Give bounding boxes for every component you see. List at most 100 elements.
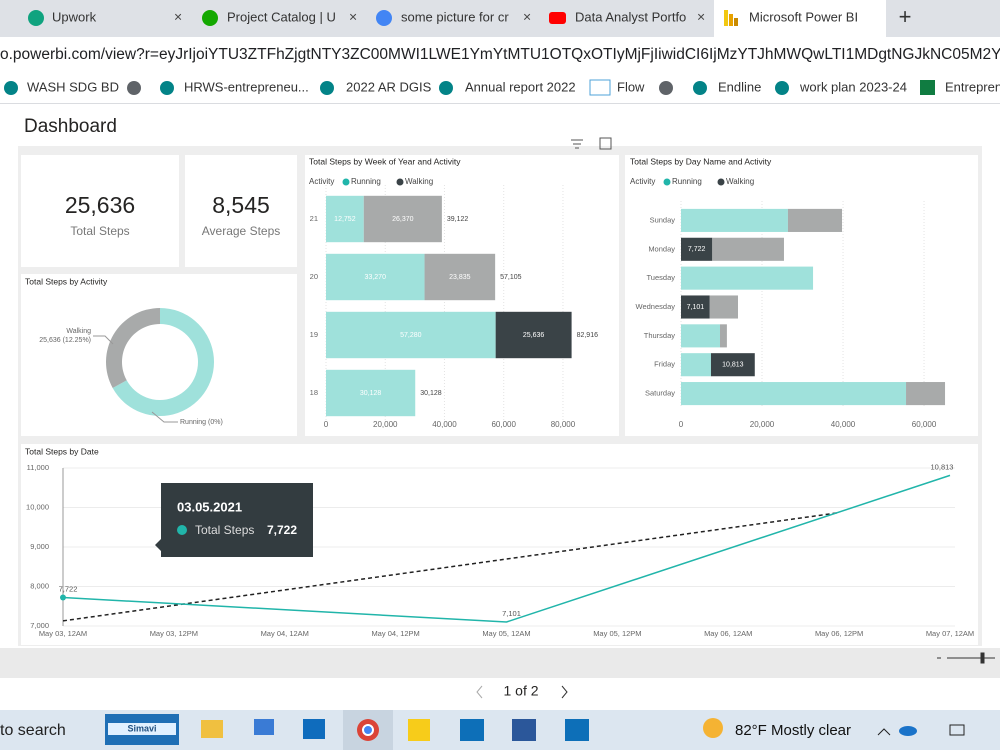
bookmark[interactable]: 2022 AR DGIS [346,79,432,94]
bookmark[interactable]: Flow [617,79,645,94]
tab-close[interactable]: × [523,9,531,25]
total-label: 39,122 [447,216,469,223]
total-label: 82,916 [577,332,599,339]
x-tick-label: 20,000 [373,420,398,429]
visual-header-icons[interactable] [571,137,612,150]
y-tick-label: 11,000 [27,463,49,472]
tab-close[interactable]: × [697,9,705,25]
prev-page[interactable] [476,685,483,699]
bar-segment [424,253,496,301]
x-tick-label: 0 [679,420,684,429]
y-tick-label: Tuesday [647,273,676,282]
bookmark[interactable]: work plan 2023-24 [799,79,907,94]
address-bar[interactable] [0,37,1000,72]
legend-label: Walking [405,177,433,186]
legend-label: Walking [726,177,754,186]
weather-temp: 82°F [735,722,767,739]
card-label: Total Steps [70,224,129,238]
card-tile [21,155,179,267]
data-label: Walking [66,328,91,335]
bookmark[interactable]: Endline [718,79,761,94]
leader-line [151,411,178,423]
bar-segment [326,369,416,417]
bar-segment [720,324,727,348]
tooltip-date: 03.05.2021 [177,499,242,514]
bar-segment [681,208,788,232]
card-value: 25,636 [65,192,135,218]
pager: 1 of 2 [503,683,538,699]
bar-segment [681,324,721,348]
search-box[interactable]: to search [0,722,66,739]
tab-title[interactable]: Project Catalog | U [227,9,336,24]
url: o.powerbi.com/view?r=eyJrIjoiYTU3ZTFhZjg… [0,46,1000,63]
data-label: 12,752 [334,216,356,223]
data-label: 26,370 [392,216,414,223]
y-tick-label: Saturday [645,389,675,398]
x-tick-label: 40,000 [432,420,457,429]
x-tick-label: 80,000 [551,420,576,429]
data-label: 30,128 [360,390,382,397]
chart-title: Total Steps by Date [25,446,99,456]
bookmark[interactable]: Annual report 2022 [465,79,576,94]
bar-segment [681,266,814,290]
data-label: 25,636 (12.25%) [39,337,91,344]
data-label: 10,813 [722,362,744,369]
tab-title[interactable]: some picture for cr [401,9,509,24]
total-label: 57,105 [500,274,522,281]
bar-segment [326,253,425,301]
new-tab[interactable]: + [899,4,912,29]
chart-title: Total Steps by Day Name and Activity [630,156,772,166]
data-label: 23,835 [449,274,471,281]
tab-title[interactable]: Microsoft Power BI [749,9,858,24]
y-tick-label: Sunday [650,215,676,224]
pager-bar [0,678,1000,710]
y-tick-label: Thursday [644,331,676,340]
x-tick-label: 20,000 [750,420,775,429]
next-page[interactable] [561,685,568,699]
bookmark[interactable]: HRWS-entrepreneu... [184,79,309,94]
line [62,474,951,623]
zoom-slider[interactable] [937,652,995,664]
tab-close[interactable]: × [174,9,182,25]
bar-segment [326,311,496,359]
legend-dot [663,178,671,186]
x-tick-label: May 03, 12AM [39,629,87,638]
x-tick-label: 0 [324,420,329,429]
bar-segment [710,353,755,377]
y-tick-label: Wednesday [636,302,676,311]
x-tick-label: May 06, 12PM [815,629,863,638]
card-label: Average Steps [202,224,281,238]
tab-close[interactable]: × [349,9,357,25]
tooltip: 03.05.2021 Total Steps 7,722 [155,483,313,557]
x-tick-label: May 05, 12PM [593,629,641,638]
taskbar-icons[interactable] [201,710,965,750]
trend-line [62,511,840,622]
chart-title: Total Steps by Week of Year and Activity [309,156,461,166]
x-tick-label: May 05, 12AM [482,629,530,638]
data-label: Running (0%) [180,419,223,426]
y-tick-label: Monday [648,244,675,253]
bookmark-icons [4,79,935,96]
tab-icons [28,10,738,26]
bookmark[interactable]: Entreprene [945,79,1000,94]
legend-dot [342,178,350,186]
donut-slice [112,308,215,416]
bar-segment [495,311,572,359]
tab-title[interactable]: Upwork [52,9,97,24]
status-bar [0,648,1000,678]
active-tab[interactable] [714,0,886,37]
card-value: 8,545 [212,192,270,218]
x-tick-label: May 03, 12PM [150,629,198,638]
y-tick-label: 8,000 [30,581,49,590]
data-label: 7,722 [688,246,706,253]
legend-title: Activity [309,177,334,186]
x-tick-label: May 04, 12AM [261,629,309,638]
bookmark[interactable]: WASH SDG BD [27,79,119,94]
bar-segment [681,237,713,261]
bar-segment [709,295,738,319]
tab-title[interactable]: Data Analyst Portfo [575,9,686,24]
legend-title: Activity [630,177,655,186]
y-tick-label: 7,000 [30,621,49,630]
weather-text: Mostly clear [771,722,851,739]
